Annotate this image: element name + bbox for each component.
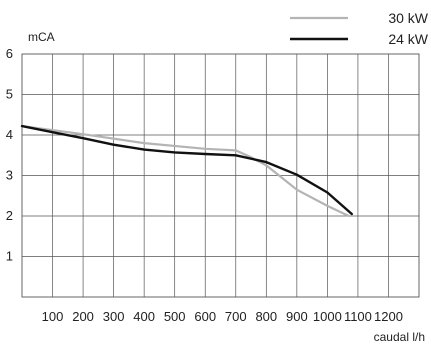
x-tick-label: 1000 [313, 309, 342, 324]
x-tick-label: 1200 [374, 309, 403, 324]
x-tick-label: 600 [194, 309, 216, 324]
legend: 30 kW 24 kW [290, 10, 429, 47]
x-axis-label: caudal l/h [374, 330, 425, 344]
y-tick-label: 2 [6, 208, 13, 223]
x-tick-label: 400 [133, 309, 155, 324]
y-tick-label: 4 [6, 127, 13, 142]
x-tick-label: 700 [225, 309, 247, 324]
x-axis-ticks: 100 200 300 400 500 600 700 800 900 1000 1100 1200 [42, 309, 403, 324]
x-tick-label: 500 [164, 309, 186, 324]
legend-label: 30 kW [388, 10, 428, 26]
y-tick-label: 3 [6, 168, 13, 183]
grid [22, 54, 419, 297]
legend-label: 24 kW [388, 31, 428, 47]
y-axis-label: mCA [28, 30, 55, 44]
x-tick-label: 1100 [344, 309, 372, 324]
series-layer [20, 124, 353, 218]
x-tick-label: 300 [103, 309, 125, 324]
series-line-24-kw [20, 124, 353, 216]
x-tick-label: 200 [72, 309, 94, 324]
y-tick-label: 5 [6, 87, 13, 102]
y-tick-label: 6 [6, 46, 13, 61]
x-tick-label: 900 [286, 309, 308, 324]
y-axis-ticks: 1 2 3 4 5 6 [6, 46, 13, 264]
series-line-30-kw [20, 124, 350, 218]
y-tick-label: 1 [6, 249, 13, 264]
x-tick-label: 800 [255, 309, 277, 324]
x-tick-label: 100 [42, 309, 64, 324]
plot-frame [21, 53, 420, 298]
